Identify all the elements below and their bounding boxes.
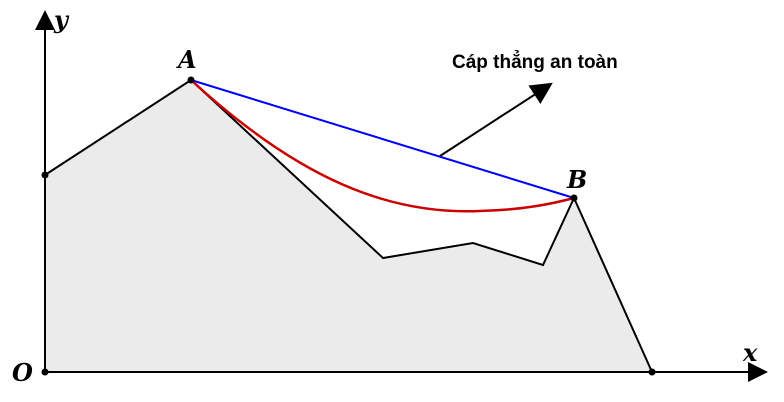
point-a-dot: [187, 76, 195, 84]
straight-cable: [190, 79, 575, 199]
point-b-label: B: [566, 165, 587, 194]
x-axis-label: x: [742, 338, 758, 367]
y-axis-label: y: [53, 5, 70, 34]
sagging-cable: [190, 79, 575, 213]
y-intercept-dot: [41, 171, 49, 179]
terrain-area: [45, 80, 652, 372]
annotation-arrow: [439, 82, 553, 157]
x-intercept-dot: [648, 368, 656, 376]
point-b-dot: [570, 194, 578, 202]
origin-dot: [41, 368, 49, 376]
point-a-label: A: [176, 45, 197, 74]
origin-label: O: [12, 358, 33, 387]
annotation-label: Cáp thẳng an toàn: [452, 51, 618, 73]
